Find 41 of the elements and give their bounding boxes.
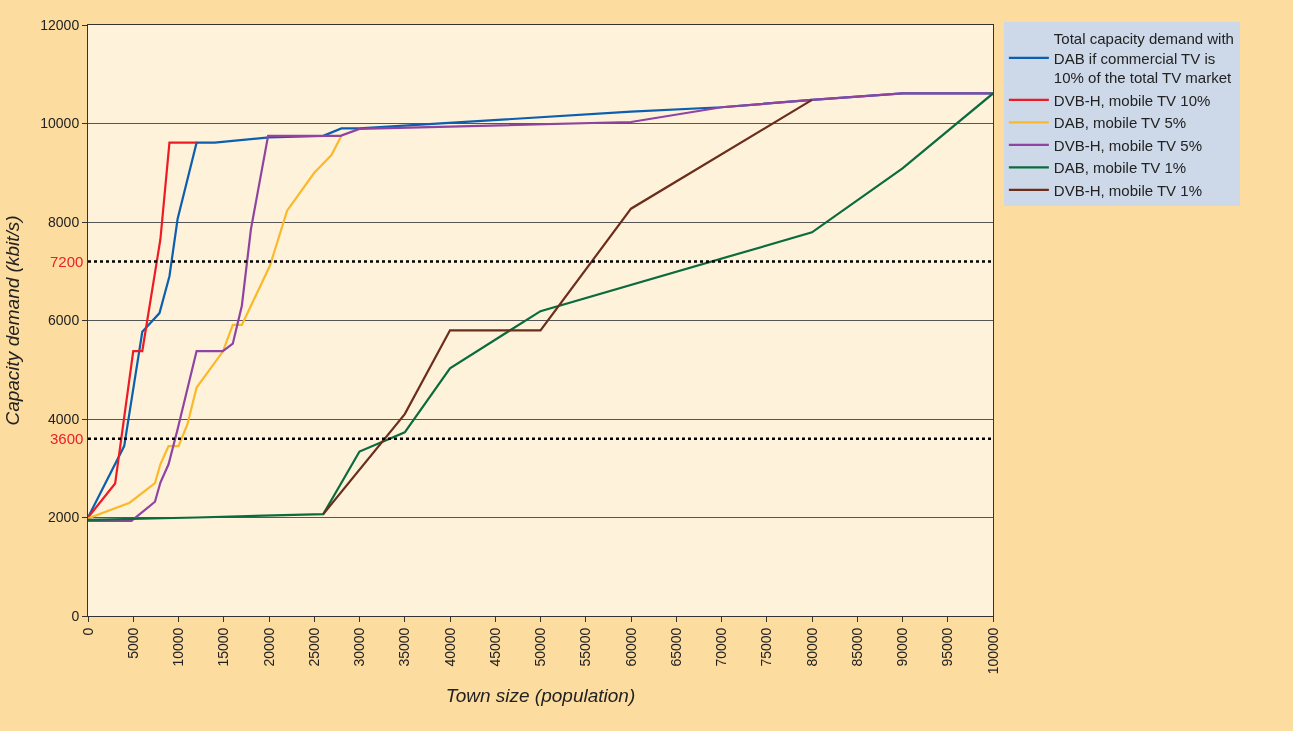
y-tick-label: 6000 (48, 312, 80, 329)
x-tick-label: 25000 (305, 627, 322, 667)
x-tick-label: 95000 (939, 627, 956, 667)
x-tick-label: 0 (79, 627, 96, 636)
y-tick-label: 8000 (48, 213, 80, 230)
line-series (88, 134, 343, 520)
x-tick-label: 65000 (667, 627, 684, 667)
x-tick-label: 20000 (260, 627, 277, 667)
line-series (322, 98, 814, 516)
x-tick-label: 15000 (215, 627, 232, 667)
legend-label: Total capacity demand with DAB if commercial TV is 10% of the total TV market (1053, 30, 1234, 87)
line-series (88, 141, 198, 519)
legend-label: DVB-H, mobile TV 10% (1053, 91, 1211, 109)
y-tick-label: 10000 (40, 115, 80, 132)
x-tick-label: 5000 (124, 627, 141, 659)
x-tick-label: 10000 (170, 627, 187, 667)
legend-label: DVB-H, mobile TV 1% (1053, 181, 1202, 199)
ref-line-label: 3600 (50, 430, 84, 447)
x-tick-label: 80000 (803, 627, 820, 667)
x-tick-label: 75000 (758, 627, 775, 667)
y-axis-title: Capacity demand (kbit/s) (2, 215, 24, 426)
y-tick-label: 2000 (48, 509, 80, 526)
y-tick-label: 4000 (48, 410, 80, 427)
x-tick-label: 85000 (848, 627, 865, 667)
legend-label: DAB, mobile TV 1% (1053, 159, 1187, 177)
y-tick-label: 0 (71, 607, 80, 624)
x-tick-label: 50000 (532, 627, 549, 667)
ref-line-label: 7200 (50, 253, 84, 270)
x-tick-label: 35000 (396, 627, 413, 667)
legend-label: DVB-H, mobile TV 5% (1053, 136, 1202, 154)
x-tick-label: 90000 (894, 627, 911, 667)
legend-label: DAB, mobile TV 5% (1053, 114, 1187, 132)
x-tick-label: 45000 (486, 627, 503, 667)
x-tick-label: 60000 (622, 627, 639, 667)
x-tick-label: 55000 (577, 627, 594, 667)
x-axis-title: Town size (population) (445, 685, 636, 707)
x-tick-label: 100000 (984, 627, 1001, 675)
x-tick-label: 40000 (441, 627, 458, 667)
x-tick-label: 70000 (713, 627, 730, 667)
y-tick-label: 12000 (40, 16, 80, 33)
x-tick-label: 30000 (351, 627, 368, 667)
